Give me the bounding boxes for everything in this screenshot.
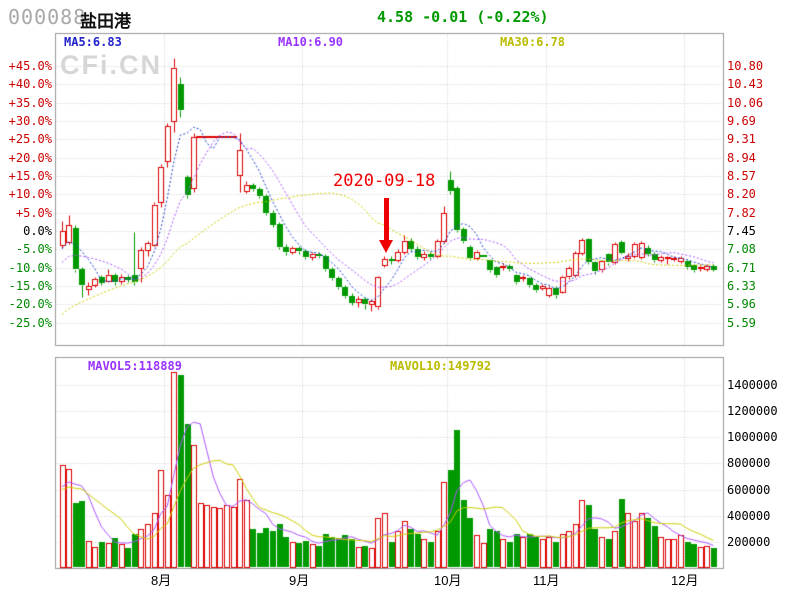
volume-right-axis-label: 800000 xyxy=(727,456,771,470)
price-right-axis-label: 7.08 xyxy=(727,242,756,256)
price-left-axis-label: +15.0% xyxy=(8,169,52,183)
annotation-date: 2020-09-18 xyxy=(333,171,436,191)
stock-quote: 4.58 -0.01 (-0.22%) xyxy=(377,8,549,26)
ma10-label: MA10:6.90 xyxy=(278,35,344,49)
ma30-label: MA30:6.78 xyxy=(500,35,566,49)
volume-right-axis-label: 600000 xyxy=(727,483,771,497)
volume-right-axis-label: 200000 xyxy=(727,535,771,549)
price-right-axis-label: 7.82 xyxy=(727,206,756,220)
price-left-axis-label: -5.0% xyxy=(15,242,52,256)
price-left-axis-label: +35.0% xyxy=(8,96,52,110)
volume-right-axis-label: 1200000 xyxy=(727,404,778,418)
price-right-axis-label: 10.80 xyxy=(727,59,764,73)
price-right-axis-label: 5.59 xyxy=(727,316,756,330)
x-axis-month-label: 9月 xyxy=(289,573,310,588)
price-left-axis-label: +45.0% xyxy=(8,59,52,73)
volume-right-axis-label: 1000000 xyxy=(727,430,778,444)
price-right-axis-label: 8.94 xyxy=(727,151,756,165)
x-axis-month-label: 12月 xyxy=(671,573,699,588)
price-right-axis-label: 10.43 xyxy=(727,77,764,91)
price-right-axis-label: 9.69 xyxy=(727,114,756,128)
price-right-axis-label: 5.96 xyxy=(727,297,756,311)
price-left-axis-label: -20.0% xyxy=(8,297,52,311)
price-left-axis-label: +10.0% xyxy=(8,187,52,201)
stock-name: 盐田港 xyxy=(80,12,131,31)
ma5-label: MA5:6.83 xyxy=(64,35,122,49)
x-axis-month-label: 11月 xyxy=(533,573,560,588)
price-left-axis-label: 0.0% xyxy=(23,224,52,238)
mavol5-label: MAVOL5:118889 xyxy=(88,359,182,373)
price-right-axis-label: 6.71 xyxy=(727,261,756,275)
price-left-axis-label: +30.0% xyxy=(8,114,52,128)
price-left-axis-label: +20.0% xyxy=(8,151,52,165)
mavol10-label: MAVOL10:149792 xyxy=(390,359,492,373)
price-right-axis-label: 8.57 xyxy=(727,169,756,183)
volume-right-axis-label: 1400000 xyxy=(727,378,778,392)
price-right-axis-label: 6.33 xyxy=(727,279,756,293)
stock-code: 000088 xyxy=(8,5,87,29)
volume-right-axis-label: 400000 xyxy=(727,509,771,523)
cfi-watermark: CFi.CN xyxy=(60,50,162,80)
arrow-shaft xyxy=(384,198,389,240)
price-left-axis-label: -10.0% xyxy=(8,261,52,275)
price-left-axis-label: +5.0% xyxy=(15,206,52,220)
price-right-axis-label: 7.45 xyxy=(727,224,756,238)
x-axis-month-label: 8月 xyxy=(151,573,172,588)
price-right-axis-label: 9.31 xyxy=(727,132,756,146)
x-axis-month-label: 10月 xyxy=(434,573,462,588)
price-right-axis-label: 8.20 xyxy=(727,187,756,201)
price-left-axis-label: +25.0% xyxy=(8,132,52,146)
price-left-axis-label: -25.0% xyxy=(8,316,52,330)
price-right-axis-label: 10.06 xyxy=(727,96,764,110)
price-left-axis-label: +40.0% xyxy=(8,77,52,91)
arrow-head xyxy=(379,240,393,253)
price-left-axis-label: -15.0% xyxy=(8,279,52,293)
